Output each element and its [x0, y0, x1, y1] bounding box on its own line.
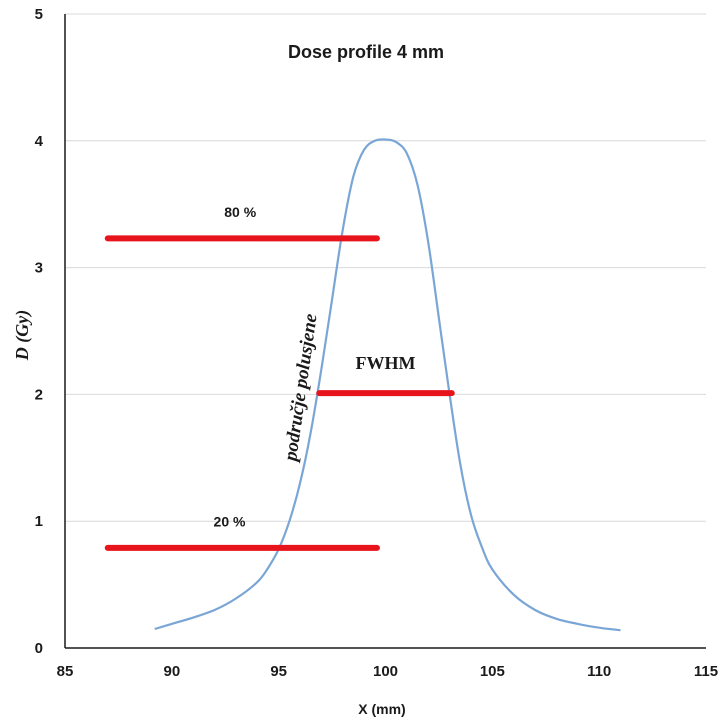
gridlines [65, 13, 706, 522]
y-tick-1: 1 [35, 513, 43, 530]
x-tick-85: 85 [57, 663, 74, 680]
chart-title: Dose profile 4 mm [288, 42, 444, 62]
y-tick-0: 0 [35, 640, 43, 657]
x-tick-110: 110 [587, 663, 611, 680]
y-tick-2: 2 [35, 386, 43, 403]
y-tick-5: 5 [35, 6, 43, 23]
y-tick-3: 3 [35, 260, 43, 277]
marker-label-80-: 80 % [224, 204, 256, 220]
y-tick-labels: 0 1 2 3 4 5 [35, 6, 44, 657]
x-tick-95: 95 [270, 663, 287, 680]
x-axis-label: X (mm) [358, 701, 405, 717]
annotation-markers: 80 % FWHM 20 % područje polusjene [104, 204, 455, 551]
y-axis-label: D (Gy) [12, 310, 33, 361]
x-tick-115: 115 [694, 663, 718, 680]
dose-curve-line [154, 138, 621, 632]
x-tick-105: 105 [480, 663, 505, 680]
x-tick-90: 90 [163, 663, 180, 680]
y-tick-4: 4 [35, 133, 44, 150]
penumbra-label: područje polusjene [280, 312, 322, 464]
marker-label-20-: 20 % [214, 513, 246, 529]
x-tick-labels: 85 90 95 100 105 110 115 [57, 663, 718, 680]
marker-label-fwhm: FWHM [356, 353, 416, 373]
x-tick-100: 100 [373, 663, 398, 680]
